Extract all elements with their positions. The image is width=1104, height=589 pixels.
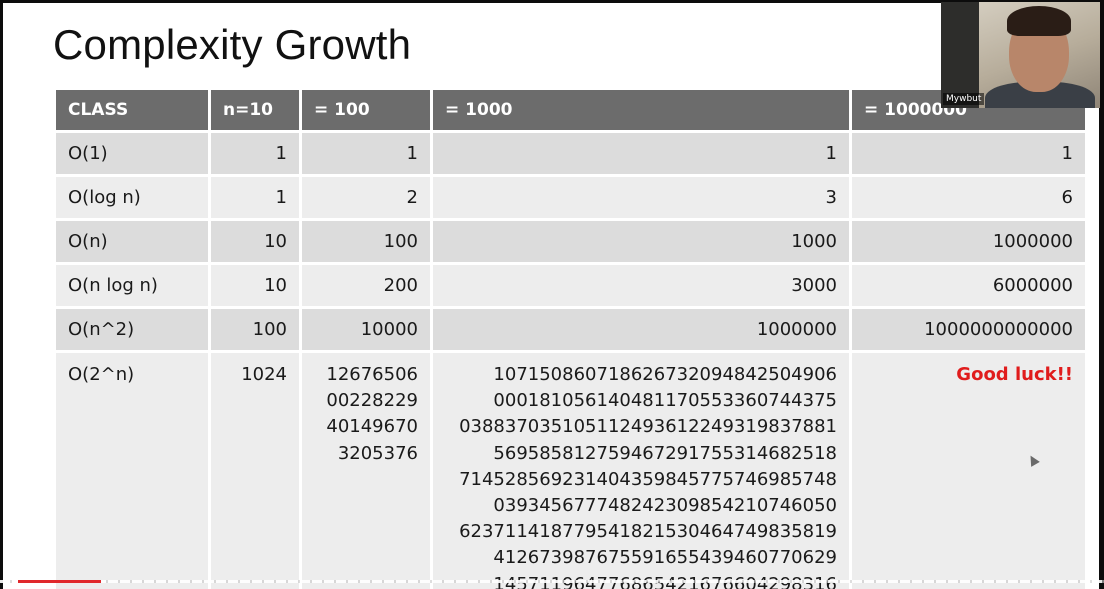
- value-cell: 1000: [433, 221, 849, 262]
- class-cell: O(2^n): [56, 353, 208, 589]
- webcam-name-label: Mywbut: [943, 93, 985, 105]
- column-header-n10: n=10: [211, 90, 299, 130]
- column-header-n1000: = 1000: [433, 90, 849, 130]
- value-cell: 6000000: [852, 265, 1085, 306]
- video-progress-fill[interactable]: [18, 580, 101, 583]
- value-cell: 200: [302, 265, 430, 306]
- class-cell: O(n): [56, 221, 208, 262]
- webcam-overlay: Mywbut: [941, 2, 1100, 108]
- table-header-row: CLASS n=10 = 100 = 1000 = 1000000: [56, 90, 1085, 130]
- value-cell: 100: [211, 309, 299, 350]
- value-cell: 1: [433, 133, 849, 174]
- value-cell: 3000: [433, 265, 849, 306]
- value-cell: 1: [211, 133, 299, 174]
- complexity-table: CLASS n=10 = 100 = 1000 = 1000000 O(1) 1…: [53, 87, 1088, 589]
- presentation-slide: Complexity Growth CLASS n=10 = 100 = 100…: [3, 3, 1099, 589]
- column-header-n100: = 100: [302, 90, 430, 130]
- table-row: O(n^2) 100 10000 1000000 1000000000000: [56, 309, 1085, 350]
- slide-title: Complexity Growth: [53, 21, 412, 68]
- value-n1000: 107150860718626732094842504906 000181056…: [459, 364, 837, 589]
- value-n10: 1024: [241, 364, 287, 385]
- column-header-class: CLASS: [56, 90, 208, 130]
- value-cell: 10: [211, 265, 299, 306]
- class-cell: O(n^2): [56, 309, 208, 350]
- value-cell: 2: [302, 177, 430, 218]
- presenter-hair: [1007, 6, 1071, 36]
- background-door: [941, 2, 979, 108]
- value-cell: 1000000000000: [852, 309, 1085, 350]
- table-row-exponential: O(2^n) 1024 12676506 00228229 40149670 3…: [56, 353, 1085, 589]
- value-cell: 6: [852, 177, 1085, 218]
- class-cell: O(n log n): [56, 265, 208, 306]
- value-cell: 1: [211, 177, 299, 218]
- value-cell: 3: [433, 177, 849, 218]
- value-cell: 10: [211, 221, 299, 262]
- table-row: O(n log n) 10 200 3000 6000000: [56, 265, 1085, 306]
- value-cell: 1: [302, 133, 430, 174]
- good-luck-text: Good luck!!: [956, 364, 1073, 385]
- table-row: O(log n) 1 2 3 6: [56, 177, 1085, 218]
- table-row: O(1) 1 1 1 1: [56, 133, 1085, 174]
- class-cell: O(log n): [56, 177, 208, 218]
- table-row: O(n) 10 100 1000 1000000: [56, 221, 1085, 262]
- value-cell: 10000: [302, 309, 430, 350]
- value-cell: 1024: [211, 353, 299, 589]
- value-cell: Good luck!!: [852, 353, 1085, 589]
- video-progress-track[interactable]: [0, 580, 1104, 583]
- value-n100: 12676506 00228229 40149670 3205376: [326, 364, 418, 464]
- class-cell: O(1): [56, 133, 208, 174]
- value-cell: 107150860718626732094842504906 000181056…: [433, 353, 849, 589]
- value-cell: 1000000: [433, 309, 849, 350]
- value-cell: 1: [852, 133, 1085, 174]
- value-cell: 100: [302, 221, 430, 262]
- value-cell: 1000000: [852, 221, 1085, 262]
- value-cell: 12676506 00228229 40149670 3205376: [302, 353, 430, 589]
